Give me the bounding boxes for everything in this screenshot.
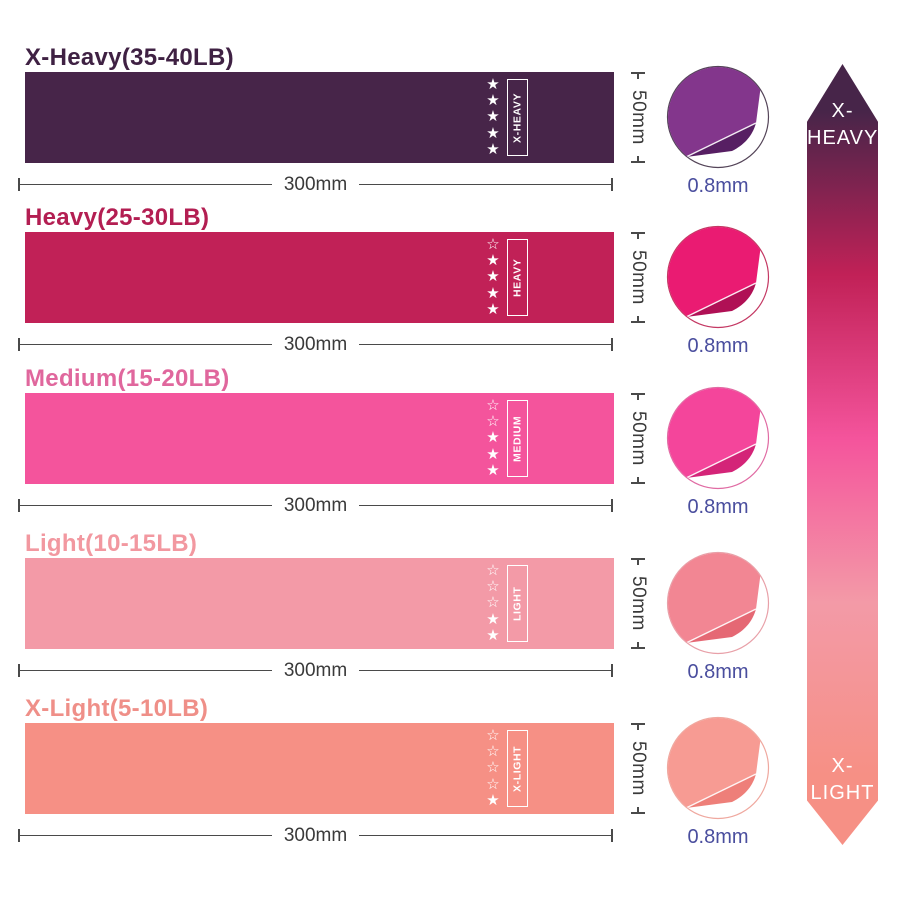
band-label: LIGHT [507, 565, 528, 642]
height-value: 50mm [628, 90, 649, 145]
band-rectangle: ☆ ☆ ★ ★ ★ MEDIUM [25, 393, 614, 484]
star-rating: ☆ ★ ★ ★ ★ [486, 236, 500, 318]
star-rating: ☆ ☆ ☆ ☆ ★ [486, 727, 500, 809]
arrow-label-x-light: X- LIGHT [810, 755, 875, 804]
dimension-end-tick [631, 393, 645, 400]
dimension-end-tick [611, 829, 614, 842]
band-section-heavy: Heavy(25-30LB) ☆ ★ ★ ★ ★ HEAVY 300mm 50m… [0, 204, 900, 370]
band-rectangle: ☆ ★ ★ ★ ★ HEAVY [25, 232, 614, 323]
dimension-end-tick [631, 641, 645, 649]
folded-band-icon [666, 386, 770, 490]
dimension-end-tick [631, 72, 645, 79]
dimension-end-tick [18, 499, 20, 512]
band-rectangle: ☆ ☆ ☆ ☆ ★ X-LIGHT [25, 723, 614, 814]
band-section-x-light: X-Light(5-10LB) ☆ ☆ ☆ ☆ ★ X-LIGHT 300mm … [0, 695, 900, 861]
band-section-x-heavy: X-Heavy(35-40LB) ★ ★ ★ ★ ★ X-HEAVY 300mm… [0, 44, 900, 210]
dimension-end-tick [18, 178, 20, 191]
band-label: X-HEAVY [507, 79, 528, 156]
dimension-end-tick [611, 664, 614, 677]
folded-band-photo [666, 386, 770, 490]
width-value: 300mm [283, 174, 348, 195]
dimension-end-tick [18, 664, 20, 677]
dimension-end-tick [611, 178, 614, 191]
band-rectangle: ★ ★ ★ ★ ★ X-HEAVY [25, 72, 614, 163]
dimension-end-tick [18, 338, 20, 351]
folded-band-photo [666, 225, 770, 329]
dimension-end-tick [631, 232, 645, 239]
width-value: 300mm [283, 825, 348, 846]
dimension-end-tick [631, 476, 645, 484]
height-value: 50mm [628, 741, 649, 796]
band-title: Medium(15-20LB) [25, 365, 230, 392]
dimension-line [359, 183, 612, 186]
thickness-label: 0.8mm [687, 661, 749, 683]
band-label: X-LIGHT [507, 730, 528, 807]
width-dimension: 300mm [18, 495, 614, 516]
width-dimension: 300mm [18, 334, 614, 355]
dimension-line [20, 343, 272, 346]
band-label: HEAVY [507, 239, 528, 316]
thickness-label: 0.8mm [687, 496, 749, 518]
dimension-end-tick [631, 315, 645, 323]
dimension-end-tick [631, 155, 645, 163]
width-value: 300mm [283, 334, 348, 355]
thickness-label: 0.8mm [687, 335, 749, 357]
width-value: 300mm [283, 495, 348, 516]
dimension-end-tick [631, 723, 645, 730]
band-rectangle: ☆ ☆ ☆ ★ ★ LIGHT [25, 558, 614, 649]
resistance-gradient-arrow: X- HEAVY X- LIGHT [807, 64, 878, 845]
dimension-line [359, 834, 612, 837]
width-dimension: 300mm [18, 825, 614, 846]
height-value: 50mm [628, 411, 649, 466]
dimension-end-tick [631, 806, 645, 814]
dimension-line [20, 834, 272, 837]
dimension-line [359, 669, 612, 672]
folded-band-icon [666, 65, 770, 169]
height-dimension: 50mm [620, 393, 656, 484]
height-dimension: 50mm [620, 72, 656, 163]
star-rating: ★ ★ ★ ★ ★ [486, 76, 500, 158]
folded-band-photo [666, 716, 770, 820]
folded-band-photo [666, 551, 770, 655]
dimension-end-tick [611, 499, 614, 512]
dimension-line [359, 504, 612, 507]
band-label: MEDIUM [507, 400, 528, 477]
arrow-label-x-heavy: X- HEAVY [807, 100, 879, 149]
star-rating: ☆ ☆ ☆ ★ ★ [486, 562, 500, 644]
dimension-line [20, 504, 272, 507]
width-value: 300mm [283, 660, 348, 681]
band-title: Light(10-15LB) [25, 530, 198, 557]
star-rating: ☆ ☆ ★ ★ ★ [486, 397, 500, 479]
dimension-end-tick [18, 829, 20, 842]
height-dimension: 50mm [620, 232, 656, 323]
band-title: X-Heavy(35-40LB) [25, 44, 234, 71]
folded-band-photo [666, 65, 770, 169]
dimension-end-tick [611, 338, 614, 351]
height-value: 50mm [628, 250, 649, 305]
height-dimension: 50mm [620, 723, 656, 814]
dimension-end-tick [631, 558, 645, 565]
height-value: 50mm [628, 576, 649, 631]
folded-band-icon [666, 225, 770, 329]
dimension-line [20, 669, 272, 672]
band-section-medium: Medium(15-20LB) ☆ ☆ ★ ★ ★ MEDIUM 300mm 5… [0, 365, 900, 531]
band-title: Heavy(25-30LB) [25, 204, 210, 231]
width-dimension: 300mm [18, 660, 614, 681]
dimension-line [359, 343, 612, 346]
thickness-label: 0.8mm [687, 175, 749, 197]
band-section-light: Light(10-15LB) ☆ ☆ ☆ ★ ★ LIGHT 300mm 50m… [0, 530, 900, 696]
band-title: X-Light(5-10LB) [25, 695, 209, 722]
thickness-label: 0.8mm [687, 826, 749, 848]
folded-band-icon [666, 716, 770, 820]
width-dimension: 300mm [18, 174, 614, 195]
folded-band-icon [666, 551, 770, 655]
height-dimension: 50mm [620, 558, 656, 649]
dimension-line [20, 183, 272, 186]
